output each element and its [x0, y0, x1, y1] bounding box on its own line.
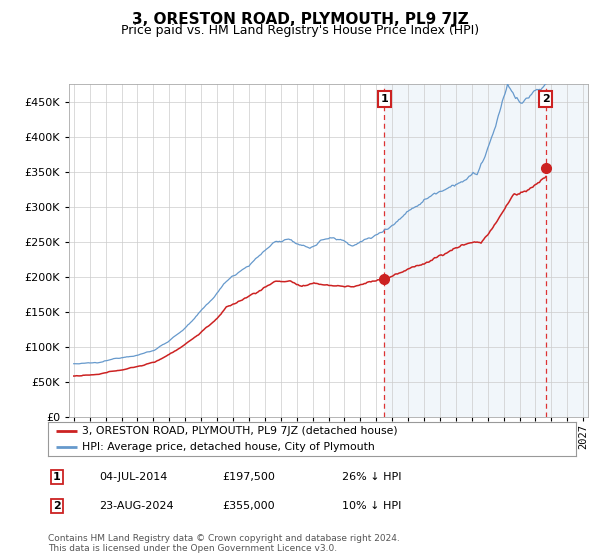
Text: 2: 2 [53, 501, 61, 511]
Text: £197,500: £197,500 [222, 472, 275, 482]
Text: Contains HM Land Registry data © Crown copyright and database right 2024.
This d: Contains HM Land Registry data © Crown c… [48, 534, 400, 553]
Text: 2: 2 [542, 94, 550, 104]
Text: 04-JUL-2014: 04-JUL-2014 [99, 472, 167, 482]
Bar [384, 84, 588, 417]
Text: 1: 1 [53, 472, 61, 482]
Text: 3, ORESTON ROAD, PLYMOUTH, PL9 7JZ (detached house): 3, ORESTON ROAD, PLYMOUTH, PL9 7JZ (deta… [82, 426, 398, 436]
Text: 23-AUG-2024: 23-AUG-2024 [99, 501, 173, 511]
Text: £355,000: £355,000 [222, 501, 275, 511]
Text: 1: 1 [380, 94, 388, 104]
Bar [545, 84, 588, 417]
Text: Price paid vs. HM Land Registry's House Price Index (HPI): Price paid vs. HM Land Registry's House … [121, 24, 479, 37]
Text: 10% ↓ HPI: 10% ↓ HPI [342, 501, 401, 511]
Text: 26% ↓ HPI: 26% ↓ HPI [342, 472, 401, 482]
Text: HPI: Average price, detached house, City of Plymouth: HPI: Average price, detached house, City… [82, 442, 375, 452]
Text: 3, ORESTON ROAD, PLYMOUTH, PL9 7JZ: 3, ORESTON ROAD, PLYMOUTH, PL9 7JZ [131, 12, 469, 27]
